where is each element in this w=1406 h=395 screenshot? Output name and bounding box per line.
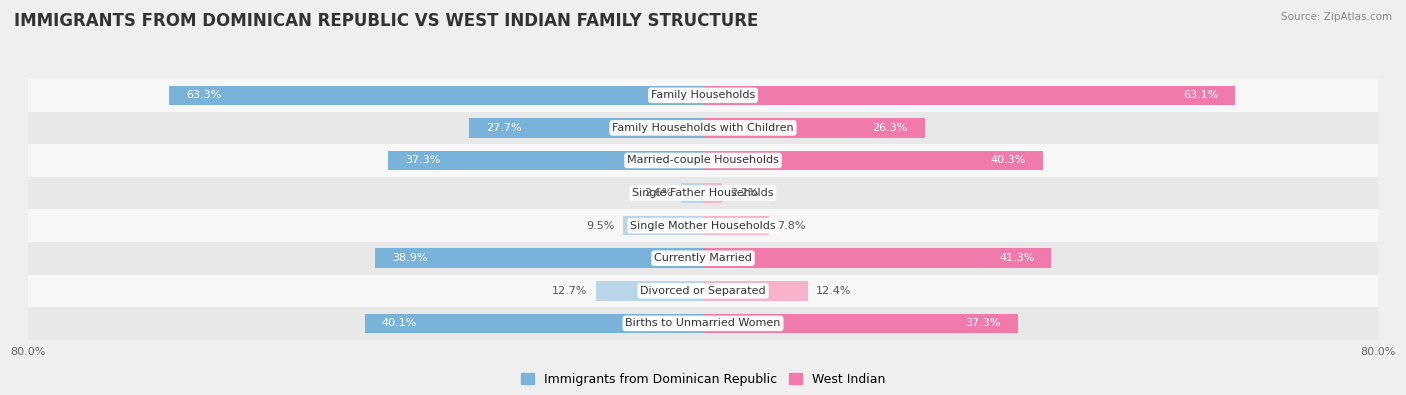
Bar [703, 314, 1018, 333]
Bar [28, 307, 1378, 340]
Bar [703, 216, 769, 235]
Text: 2.6%: 2.6% [644, 188, 672, 198]
Bar [681, 183, 703, 203]
Text: Single Father Households: Single Father Households [633, 188, 773, 198]
Text: Births to Unmarried Women: Births to Unmarried Women [626, 318, 780, 328]
Bar [364, 314, 703, 333]
Text: 2.2%: 2.2% [730, 188, 758, 198]
Bar [388, 150, 703, 170]
Bar [28, 209, 1378, 242]
Legend: Immigrants from Dominican Republic, West Indian: Immigrants from Dominican Republic, West… [516, 368, 890, 391]
Bar [703, 281, 807, 301]
Text: 27.7%: 27.7% [486, 123, 522, 133]
Bar [28, 111, 1378, 144]
Text: 40.1%: 40.1% [381, 318, 418, 328]
Text: 12.7%: 12.7% [553, 286, 588, 296]
Bar [28, 242, 1378, 275]
Text: 26.3%: 26.3% [873, 123, 908, 133]
Bar [169, 85, 703, 105]
Bar [703, 118, 925, 137]
Bar [623, 216, 703, 235]
Bar [596, 281, 703, 301]
Text: 41.3%: 41.3% [1000, 253, 1035, 263]
Text: 40.3%: 40.3% [991, 156, 1026, 166]
Text: 63.3%: 63.3% [186, 90, 221, 100]
Bar [470, 118, 703, 137]
Bar [703, 248, 1052, 268]
Text: 12.4%: 12.4% [815, 286, 852, 296]
Text: 37.3%: 37.3% [966, 318, 1001, 328]
Text: 37.3%: 37.3% [405, 156, 440, 166]
Bar [28, 275, 1378, 307]
Bar [28, 144, 1378, 177]
Text: 9.5%: 9.5% [586, 221, 614, 231]
Bar [703, 150, 1043, 170]
Text: Source: ZipAtlas.com: Source: ZipAtlas.com [1281, 12, 1392, 22]
Bar [28, 79, 1378, 111]
Text: Family Households with Children: Family Households with Children [612, 123, 794, 133]
Bar [28, 177, 1378, 209]
Text: Currently Married: Currently Married [654, 253, 752, 263]
Text: Family Households: Family Households [651, 90, 755, 100]
Text: Divorced or Separated: Divorced or Separated [640, 286, 766, 296]
Text: 38.9%: 38.9% [392, 253, 427, 263]
Text: Single Mother Households: Single Mother Households [630, 221, 776, 231]
Text: 7.8%: 7.8% [778, 221, 806, 231]
Bar [375, 248, 703, 268]
Bar [703, 183, 721, 203]
Bar [703, 85, 1236, 105]
Text: Married-couple Households: Married-couple Households [627, 156, 779, 166]
Text: 63.1%: 63.1% [1184, 90, 1219, 100]
Text: IMMIGRANTS FROM DOMINICAN REPUBLIC VS WEST INDIAN FAMILY STRUCTURE: IMMIGRANTS FROM DOMINICAN REPUBLIC VS WE… [14, 12, 758, 30]
